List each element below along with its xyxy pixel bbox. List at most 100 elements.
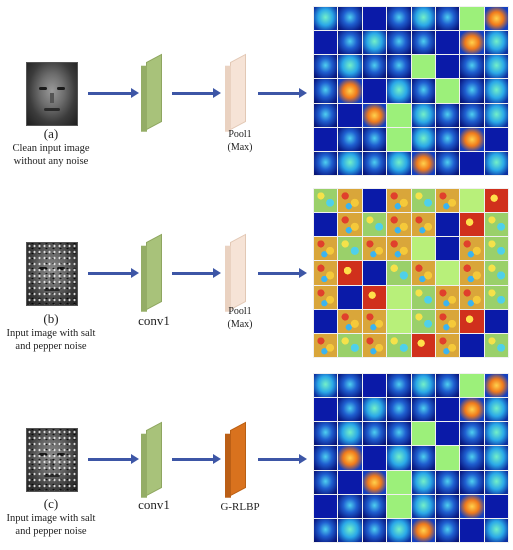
feature-map-a xyxy=(313,6,509,176)
feature-map-cell xyxy=(362,261,387,285)
feature-map-cell xyxy=(314,55,338,79)
feature-map-cell xyxy=(338,261,362,285)
feature-map-c xyxy=(313,373,509,543)
feature-map-cell xyxy=(484,446,508,470)
feature-map-cell xyxy=(435,398,460,422)
feature-map-cell xyxy=(387,333,411,357)
arrow-b3 xyxy=(258,268,307,278)
feature-map-cell xyxy=(362,285,387,309)
feature-map-cell xyxy=(362,55,387,79)
conv1-label-c: conv1 xyxy=(138,497,170,512)
feature-map-cell xyxy=(387,31,411,55)
feature-map-cell xyxy=(484,127,508,151)
feature-map-cell xyxy=(435,31,460,55)
feature-map-cell xyxy=(314,103,338,127)
feature-map-cell xyxy=(387,103,411,127)
feature-map-cell xyxy=(387,261,411,285)
feature-map-cell xyxy=(362,518,387,542)
feature-map-cell xyxy=(460,213,484,237)
feature-map-cell xyxy=(460,7,484,31)
feature-map-cell xyxy=(460,309,484,333)
feature-map-cell xyxy=(338,151,362,175)
input-face-noisy-c xyxy=(26,428,78,492)
feature-map-cell xyxy=(411,213,435,237)
feature-map-cell xyxy=(338,285,362,309)
caption-text-a: Clean input image without any noise xyxy=(12,143,90,167)
arrow-b1 xyxy=(88,268,139,278)
feature-map-cell xyxy=(435,7,460,31)
arrow-c3 xyxy=(258,454,307,464)
feature-map-cell xyxy=(314,213,338,237)
feature-map-cell xyxy=(460,374,484,398)
feature-map-cell xyxy=(362,103,387,127)
feature-map-cell xyxy=(387,7,411,31)
caption-a: (a) Clean input image without any noise xyxy=(0,126,102,168)
feature-map-cell xyxy=(314,422,338,446)
feature-map-cell xyxy=(338,103,362,127)
feature-map-cell xyxy=(435,422,460,446)
feature-map-cell xyxy=(314,494,338,518)
feature-map-cell xyxy=(362,374,387,398)
feature-map-cell xyxy=(338,189,362,213)
feature-map-cell xyxy=(387,213,411,237)
feature-map-cell xyxy=(387,285,411,309)
feature-map-cell xyxy=(314,470,338,494)
feature-map-cell xyxy=(338,470,362,494)
feature-map-cell xyxy=(435,285,460,309)
feature-map-cell xyxy=(387,422,411,446)
feature-map-cell xyxy=(314,309,338,333)
feature-map-cell xyxy=(387,446,411,470)
feature-map-cell xyxy=(484,494,508,518)
feature-map-cell xyxy=(411,55,435,79)
row-b: (b) Input image with salt and pepper noi… xyxy=(0,185,513,365)
feature-map-cell xyxy=(338,422,362,446)
feature-map-cell xyxy=(387,55,411,79)
feature-map-cell xyxy=(411,518,435,542)
feature-map-cell xyxy=(387,151,411,175)
feature-map-cell xyxy=(435,79,460,103)
caption-text-b: Input image with salt and pepper noise xyxy=(6,328,96,352)
feature-map-cell xyxy=(314,374,338,398)
arrow-a2 xyxy=(172,88,221,98)
arrow-a3 xyxy=(258,88,307,98)
feature-map-cell xyxy=(460,31,484,55)
feature-map-cell xyxy=(411,374,435,398)
feature-map-cell xyxy=(460,470,484,494)
feature-map-cell xyxy=(387,79,411,103)
feature-map-cell xyxy=(338,55,362,79)
feature-map-cell xyxy=(435,189,460,213)
feature-map-cell xyxy=(362,309,387,333)
arrow-c1 xyxy=(88,454,139,464)
feature-map-cell xyxy=(411,261,435,285)
feature-map-cell xyxy=(435,374,460,398)
feature-map-cell xyxy=(435,103,460,127)
feature-map-cell xyxy=(338,398,362,422)
feature-map-cell xyxy=(338,494,362,518)
row-c: (c) Input image with salt and pepper noi… xyxy=(0,370,513,550)
feature-map-cell xyxy=(435,309,460,333)
feature-map-cell xyxy=(314,31,338,55)
feature-map-cell xyxy=(338,374,362,398)
feature-map-cell xyxy=(435,55,460,79)
feature-map-cell xyxy=(314,79,338,103)
feature-map-cell xyxy=(362,127,387,151)
feature-map-cell xyxy=(460,446,484,470)
feature-map-cell xyxy=(484,333,508,357)
feature-map-cell xyxy=(484,189,508,213)
feature-map-cell xyxy=(411,237,435,261)
caption-c: (c) Input image with salt and pepper noi… xyxy=(0,496,102,538)
feature-map-cell xyxy=(484,237,508,261)
feature-map-cell xyxy=(338,31,362,55)
feature-map-cell xyxy=(314,7,338,31)
arrow-a1 xyxy=(88,88,139,98)
feature-map-cell xyxy=(460,518,484,542)
feature-map-cell xyxy=(338,7,362,31)
feature-map-cell xyxy=(484,31,508,55)
conv1-layer-c xyxy=(146,421,162,497)
feature-map-cell xyxy=(338,79,362,103)
feature-map-cell xyxy=(484,470,508,494)
feature-map-cell xyxy=(338,213,362,237)
feature-map-cell xyxy=(362,422,387,446)
feature-map-cell xyxy=(411,79,435,103)
feature-map-cell xyxy=(314,518,338,542)
